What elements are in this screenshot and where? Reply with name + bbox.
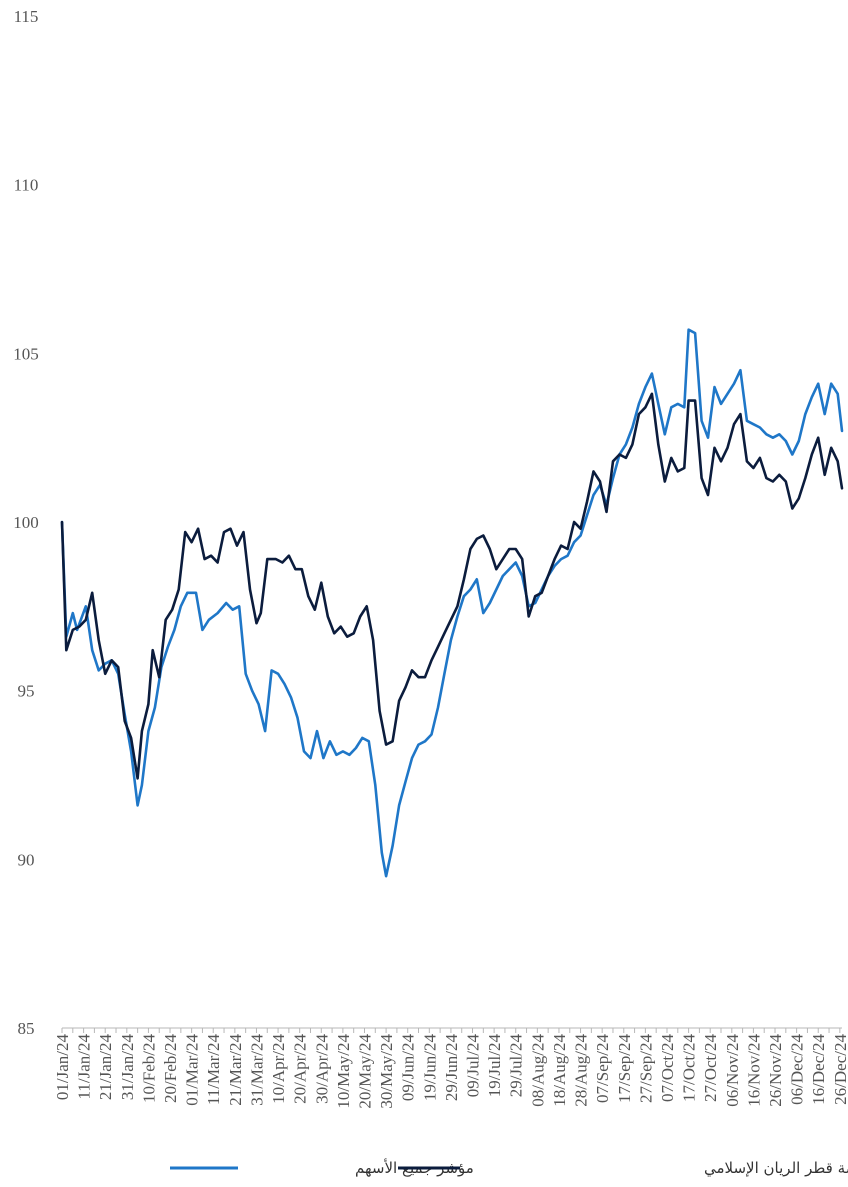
- x-tick-label: 20/Feb/24: [161, 1034, 180, 1103]
- x-tick-label: 19/Jul/24: [485, 1034, 504, 1098]
- y-tick-label: 115: [14, 7, 39, 26]
- x-tick-label: 17/Oct/24: [680, 1034, 699, 1102]
- x-tick-label: 01/Mar/24: [183, 1034, 202, 1106]
- series-line-islamic: [60, 392, 844, 780]
- x-tick-label: 07/Oct/24: [658, 1034, 677, 1102]
- x-tick-label: 30/Apr/24: [312, 1034, 331, 1104]
- y-tick-label: 85: [18, 1019, 35, 1038]
- x-tick-label: 11/Mar/24: [204, 1034, 223, 1106]
- x-tick-label: 09/Jun/24: [399, 1034, 418, 1102]
- x-tick-label: 06/Dec/24: [788, 1034, 807, 1105]
- x-tick-label: 10/May/24: [334, 1034, 353, 1109]
- x-tick-label: 31/Mar/24: [247, 1034, 266, 1106]
- y-tick-label: 100: [13, 513, 39, 532]
- x-tick-label: 16/Dec/24: [809, 1034, 828, 1105]
- x-tick-label: 29/Jul/24: [507, 1034, 526, 1098]
- x-tick-label: 20/Apr/24: [291, 1034, 310, 1104]
- y-tick-label: 90: [18, 850, 35, 869]
- x-tick-label: 07/Sep/24: [593, 1034, 612, 1103]
- x-tick-label: 30/May/24: [377, 1034, 396, 1109]
- x-tick-label: 31/Jan/24: [118, 1034, 137, 1101]
- x-tick-label: 11/Jan/24: [75, 1034, 94, 1100]
- x-tick-label: 26/Dec/24: [831, 1034, 848, 1105]
- y-tick-label: 95: [18, 682, 35, 701]
- x-tick-label: 19/Jun/24: [420, 1034, 439, 1102]
- x-tick-label: 26/Nov/24: [766, 1034, 785, 1107]
- x-tick-label: 10/Apr/24: [269, 1034, 288, 1104]
- series-layer: [60, 328, 844, 878]
- x-tick-label: 06/Nov/24: [723, 1034, 742, 1107]
- x-tick-label: 17/Sep/24: [615, 1034, 634, 1103]
- legend-label: مؤشر بورصة قطر الريان الإسلامي: [704, 1159, 848, 1178]
- x-tick-label: 28/Aug/24: [572, 1034, 591, 1107]
- x-tick-label: 21/Mar/24: [226, 1034, 245, 1106]
- legend: مؤشر جميع الأسهممؤشر بورصة قطر الريان ال…: [170, 1158, 848, 1178]
- x-tick-label: 27/Oct/24: [701, 1034, 720, 1102]
- x-tick-label: 21/Jan/24: [96, 1034, 115, 1101]
- series-line-all-shares: [60, 328, 844, 878]
- x-tick-label: 10/Feb/24: [139, 1034, 158, 1103]
- x-axis: 01/Jan/24 11/Jan/24 21/Jan/24 31/Jan/24 10/F…: [53, 1027, 848, 1109]
- y-axis: 85 90 95 100 105 110 115: [13, 7, 39, 1038]
- y-tick-label: 110: [14, 176, 39, 195]
- x-tick-label: 29/Jun/24: [442, 1034, 461, 1102]
- x-tick-label: 27/Sep/24: [636, 1034, 655, 1103]
- x-tick-label: 16/Nov/24: [744, 1034, 763, 1107]
- x-tick-label: 08/Aug/24: [528, 1034, 547, 1107]
- x-tick-label: 18/Aug/24: [550, 1034, 569, 1107]
- y-tick-label: 105: [13, 344, 39, 363]
- x-tick-label: 01/Jan/24: [53, 1034, 72, 1101]
- x-tick-label: 09/Jul/24: [464, 1034, 483, 1098]
- x-tick-label: 20/May/24: [355, 1034, 374, 1109]
